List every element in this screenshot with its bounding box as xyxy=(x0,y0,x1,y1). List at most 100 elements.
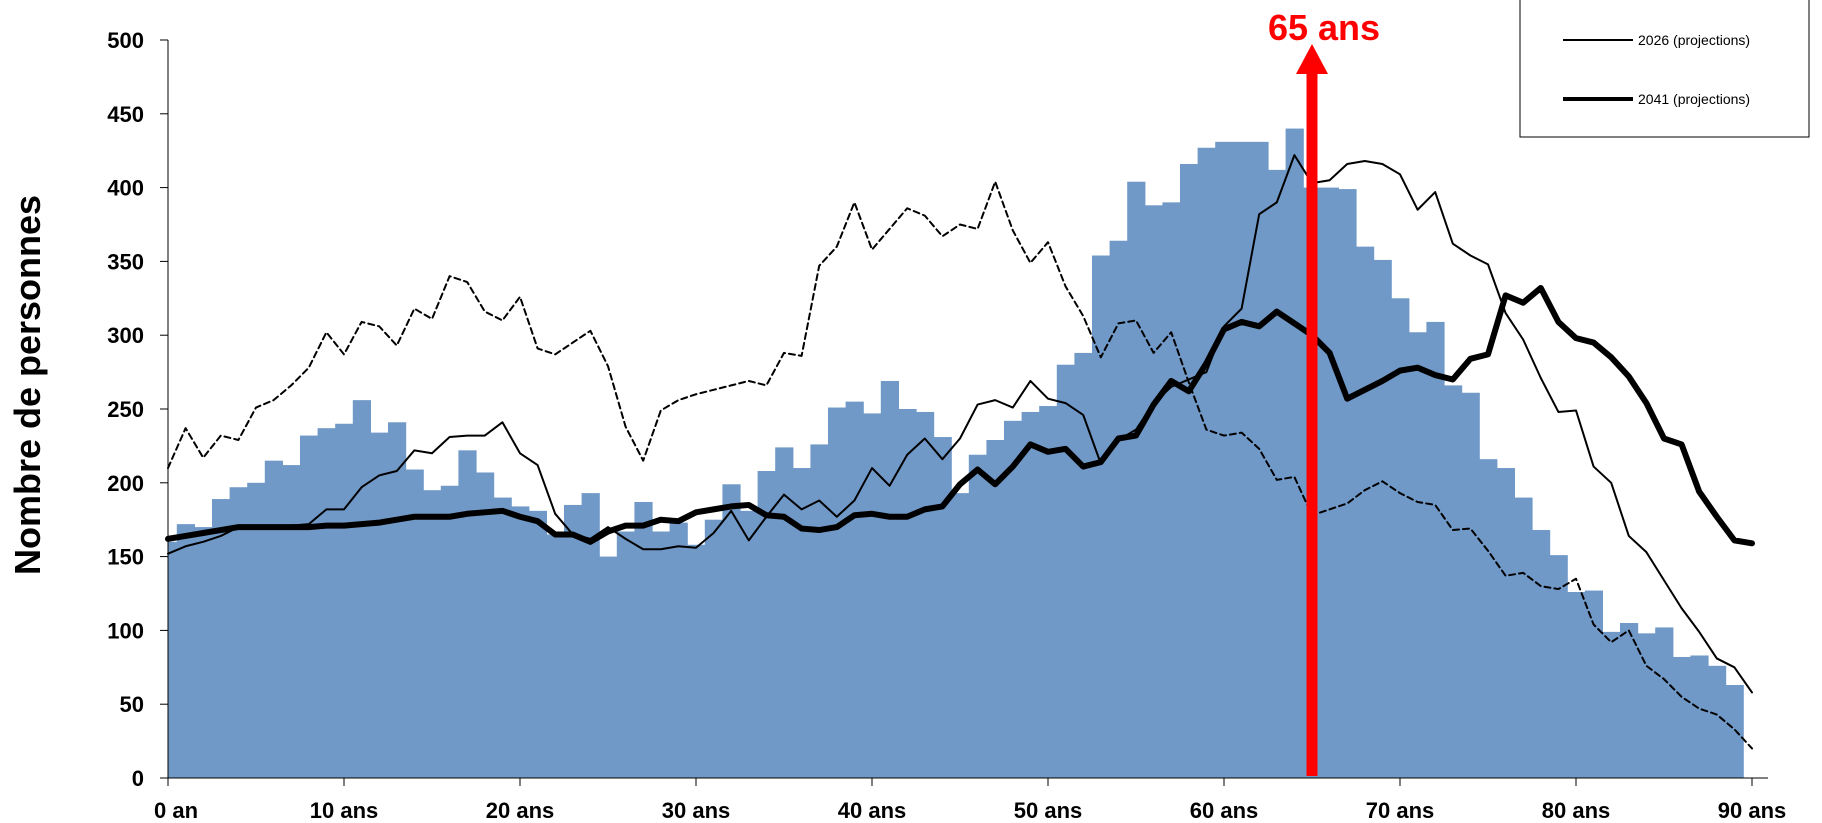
bar-age-10 xyxy=(335,423,354,778)
y-tick-label: 450 xyxy=(107,102,144,127)
bar-age-62 xyxy=(1250,141,1269,779)
x-tick-label: 30 ans xyxy=(662,798,731,823)
bar-age-71 xyxy=(1408,332,1427,778)
bar-age-40 xyxy=(863,413,882,778)
bar-age-18 xyxy=(476,472,495,778)
bar-age-7 xyxy=(282,465,301,778)
bar-age-89 xyxy=(1725,685,1744,778)
y-tick-label: 500 xyxy=(107,28,144,53)
bar-age-23 xyxy=(564,504,583,778)
bar-age-51 xyxy=(1056,364,1075,778)
x-tick-label: 0 an xyxy=(154,798,198,823)
bar-age-66 xyxy=(1320,187,1339,779)
legend: 2026 (projections) 2041 (projections) xyxy=(1519,0,1810,138)
bar-age-82 xyxy=(1602,631,1621,778)
bar-age-19 xyxy=(493,497,512,778)
annotation-layer: 65 ans xyxy=(1268,7,1380,776)
x-tick-label: 20 ans xyxy=(486,798,555,823)
axes-layer: 0 50 100 150 200 250 300 350 400 450 500 0 an 10 ans… xyxy=(107,28,1786,823)
bar-age-87 xyxy=(1690,655,1709,778)
bar-age-37 xyxy=(810,444,829,778)
bar-age-39 xyxy=(845,401,864,778)
x-tick-label: 70 ans xyxy=(1366,798,1435,823)
bar-age-29 xyxy=(669,522,688,778)
bar-age-33 xyxy=(740,510,759,778)
bar-age-74 xyxy=(1461,392,1480,778)
bar-age-69 xyxy=(1373,259,1392,778)
bar-age-64 xyxy=(1285,128,1304,778)
bar-age-61 xyxy=(1232,141,1251,779)
bar-age-20 xyxy=(511,506,530,778)
bar-age-5 xyxy=(247,482,266,778)
bar-age-26 xyxy=(616,531,635,778)
legend-label-2041: 2041 (projections) xyxy=(1638,91,1750,107)
y-tick-label: 150 xyxy=(107,545,144,570)
bar-age-25 xyxy=(599,556,618,778)
y-tick-label: 50 xyxy=(120,692,144,717)
bar-age-53 xyxy=(1092,255,1111,778)
bar-age-32 xyxy=(722,484,741,778)
bar-age-55 xyxy=(1127,181,1146,778)
bar-age-88 xyxy=(1708,665,1727,778)
bar-age-8 xyxy=(300,435,319,778)
legend-label-2026: 2026 (projections) xyxy=(1638,32,1750,48)
bar-age-14 xyxy=(405,469,424,778)
series-line-solid-thin xyxy=(167,154,1753,694)
bar-age-22 xyxy=(546,534,565,778)
bar-age-54 xyxy=(1109,240,1128,779)
legend-box xyxy=(1519,0,1810,138)
bar-age-36 xyxy=(792,468,811,778)
bar-age-11 xyxy=(352,400,371,778)
bar-age-47 xyxy=(986,440,1005,778)
y-tick-label: 0 xyxy=(132,766,144,791)
bar-age-44 xyxy=(933,437,952,778)
bar-age-16 xyxy=(440,485,459,778)
bar-age-72 xyxy=(1426,321,1445,778)
age-65-arrow-head xyxy=(1296,44,1328,74)
bar-age-6 xyxy=(264,460,283,778)
bar-age-57 xyxy=(1162,202,1181,779)
y-tick-label: 100 xyxy=(107,618,144,643)
bar-age-58 xyxy=(1180,163,1199,779)
bar-age-73 xyxy=(1444,385,1463,778)
bar-age-31 xyxy=(704,519,723,778)
bar-age-27 xyxy=(634,501,653,778)
bar-age-75 xyxy=(1479,459,1498,778)
bar-age-50 xyxy=(1039,406,1058,778)
bar-age-13 xyxy=(388,422,407,778)
bar-age-49 xyxy=(1021,411,1040,778)
bar-age-84 xyxy=(1637,633,1656,778)
y-tick-label: 300 xyxy=(107,323,144,348)
bar-age-9 xyxy=(317,428,336,778)
bar-age-81 xyxy=(1584,590,1603,778)
y-tick-label: 250 xyxy=(107,397,144,422)
age-65-label: 65 ans xyxy=(1268,7,1380,48)
bar-age-85 xyxy=(1655,627,1674,778)
bar-age-63 xyxy=(1268,169,1287,778)
bar-age-67 xyxy=(1338,189,1357,778)
lines-layer xyxy=(165,154,1755,750)
bar-age-1 xyxy=(176,524,195,778)
bar-age-35 xyxy=(775,447,794,778)
bar-age-30 xyxy=(687,544,706,778)
bar-age-15 xyxy=(423,490,442,778)
bar-age-86 xyxy=(1672,656,1691,778)
y-axis-label: Nombre de personnes xyxy=(7,195,48,575)
bar-age-42 xyxy=(898,409,917,778)
x-tick-label: 60 ans xyxy=(1190,798,1259,823)
x-tick-label: 40 ans xyxy=(838,798,907,823)
bar-age-24 xyxy=(581,493,600,778)
bar-age-12 xyxy=(370,432,389,778)
bar-age-38 xyxy=(828,407,847,778)
y-tick-label: 400 xyxy=(107,176,144,201)
y-tick-label: 200 xyxy=(107,471,144,496)
bar-age-28 xyxy=(652,531,671,778)
bar-age-3 xyxy=(212,499,231,778)
y-tick-label: 350 xyxy=(107,249,144,274)
bar-age-41 xyxy=(880,380,899,778)
bar-age-34 xyxy=(757,470,776,778)
bar-age-2 xyxy=(194,527,213,778)
bar-age-46 xyxy=(968,454,987,778)
bar-age-79 xyxy=(1549,555,1568,778)
